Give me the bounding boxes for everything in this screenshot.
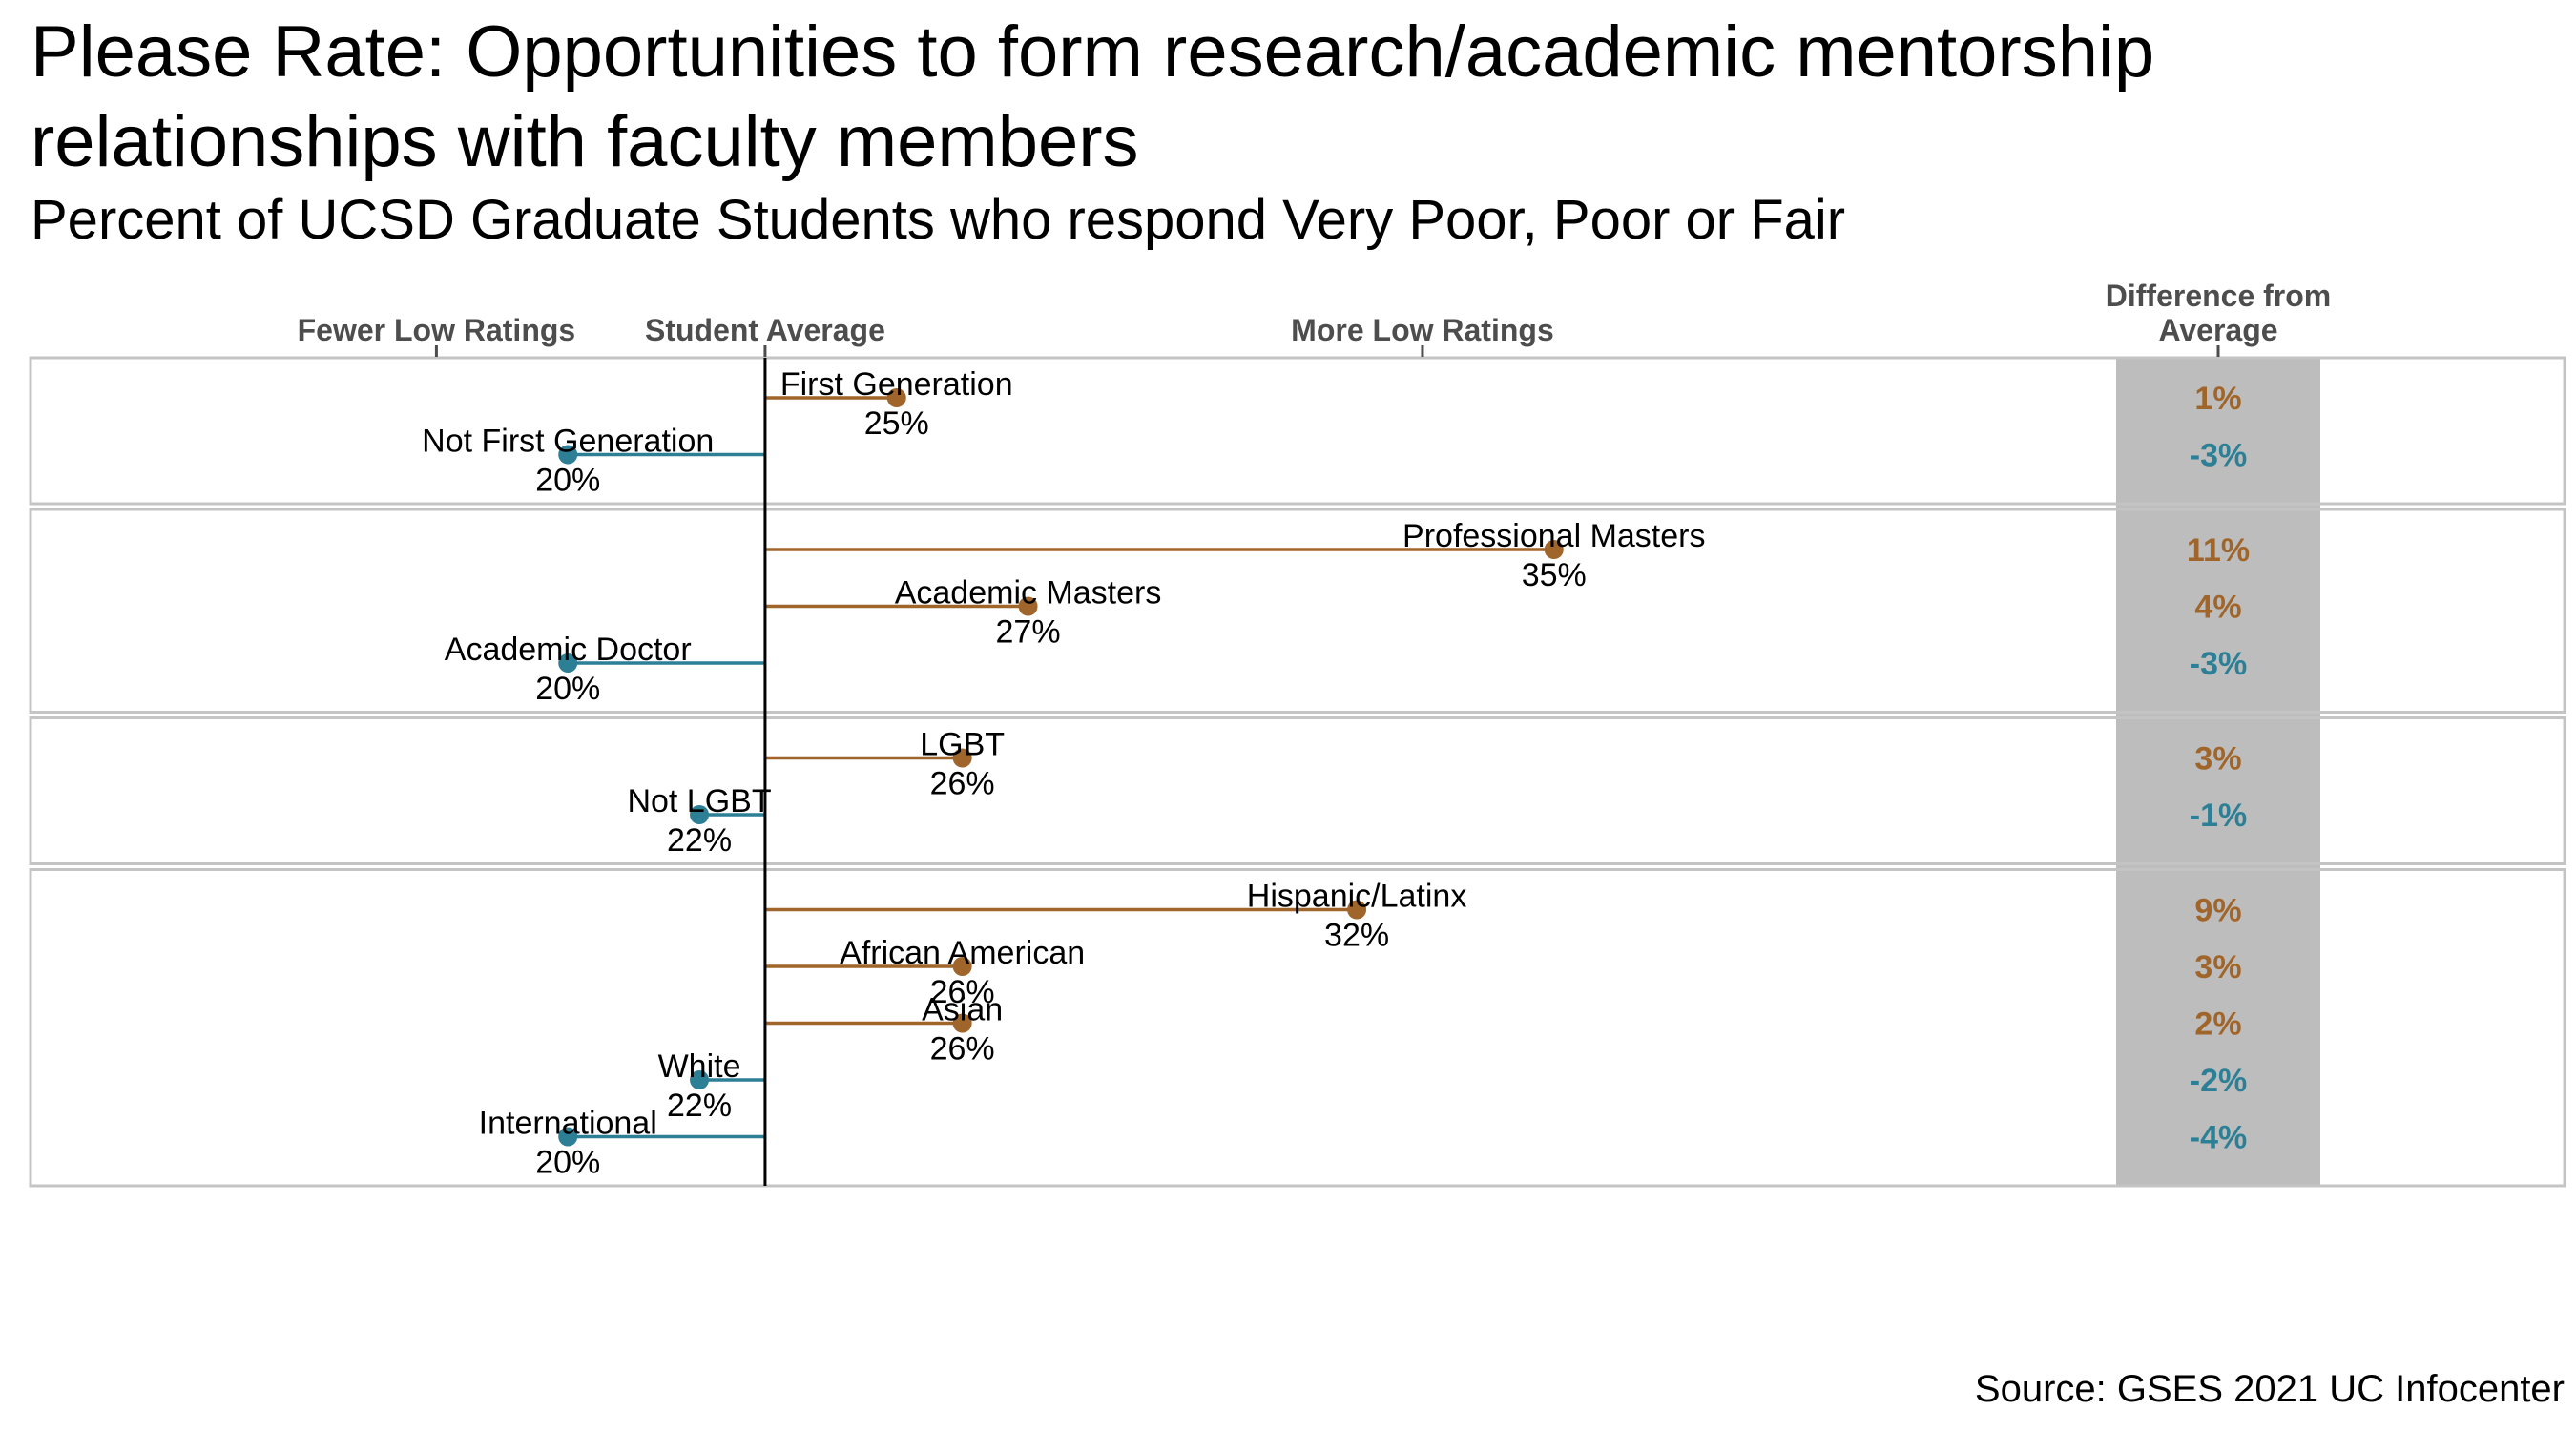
point-hispanic-latinx [1347,900,1367,920]
axis-label-3: More Low Ratings [1291,313,1554,347]
point-first-generation [886,388,906,407]
label-white: White [658,1048,741,1085]
diff-not-lgbt: -1% [2190,798,2247,834]
label-hispanic-latinx: Hispanic/Latinx [1247,879,1467,915]
axis-label-2: Student Average [645,313,885,347]
diff-asian: 2% [2194,1006,2241,1043]
point-international [558,1127,578,1147]
diff-header-line-2: Average [2158,313,2277,347]
value-asian: 26% [930,1031,995,1068]
diff-professional-masters: 11% [2187,532,2250,569]
value-professional-masters: 35% [1522,557,1587,593]
chart-title: Please Rate: Opportunities to form resea… [31,11,2155,182]
label-academic-doctor: Academic Doctor [445,632,692,668]
difference-panel-background [2116,358,2320,1186]
diff-hispanic-latinx: 9% [2194,893,2241,929]
value-african-american: 26% [930,974,995,1010]
value-not-lgbt: 22% [667,822,732,859]
point-professional-masters [1544,540,1564,559]
label-first-generation: First Generation [780,366,1013,403]
diff-white: -2% [2190,1063,2247,1099]
label-professional-masters: Professional Masters [1402,518,1705,554]
label-not-lgbt: Not LGBT [627,783,771,819]
value-academic-masters: 27% [996,614,1061,651]
value-first-generation: 25% [864,405,929,442]
group-panel-1 [29,356,2566,506]
diff-academic-doctor: -3% [2190,646,2247,682]
point-asian [952,1013,972,1033]
point-academic-doctor [558,653,578,673]
label-not-first-generation: Not First Generation [422,424,714,460]
label-academic-masters: Academic Masters [895,575,1162,612]
chart-subtitle: Percent of UCSD Graduate Students who re… [31,189,1846,251]
value-lgbt: 26% [930,766,995,802]
value-white: 22% [667,1088,732,1124]
point-lgbt [952,748,972,768]
diff-academic-masters: 4% [2194,590,2241,626]
value-hispanic-latinx: 32% [1324,918,1389,954]
point-not-lgbt [690,805,710,824]
diff-lgbt: 3% [2194,741,2241,778]
point-african-american [952,957,972,976]
diff-first-generation: 1% [2194,381,2241,417]
value-international: 20% [535,1145,600,1181]
label-asian: Asian [922,992,1003,1028]
diff-international: -4% [2190,1120,2247,1156]
diff-african-american: 3% [2194,949,2241,985]
group-panel-4 [29,868,2566,1188]
label-african-american: African American [840,935,1085,971]
point-white [690,1070,710,1089]
diff-not-first-generation: -3% [2190,438,2247,474]
diff-header-line-1: Difference from [2106,279,2332,313]
label-international: International [479,1106,657,1142]
point-not-first-generation [558,445,578,465]
label-lgbt: LGBT [920,727,1005,763]
group-panel-3 [29,716,2566,865]
source-note: Source: GSES 2021 UC Infocenter [1974,1368,2565,1410]
value-not-first-generation: 20% [535,463,600,499]
point-academic-masters [1018,596,1038,616]
value-academic-doctor: 20% [535,671,600,707]
axis-label-1: Fewer Low Ratings [298,313,576,347]
group-panel-2 [29,508,2566,714]
